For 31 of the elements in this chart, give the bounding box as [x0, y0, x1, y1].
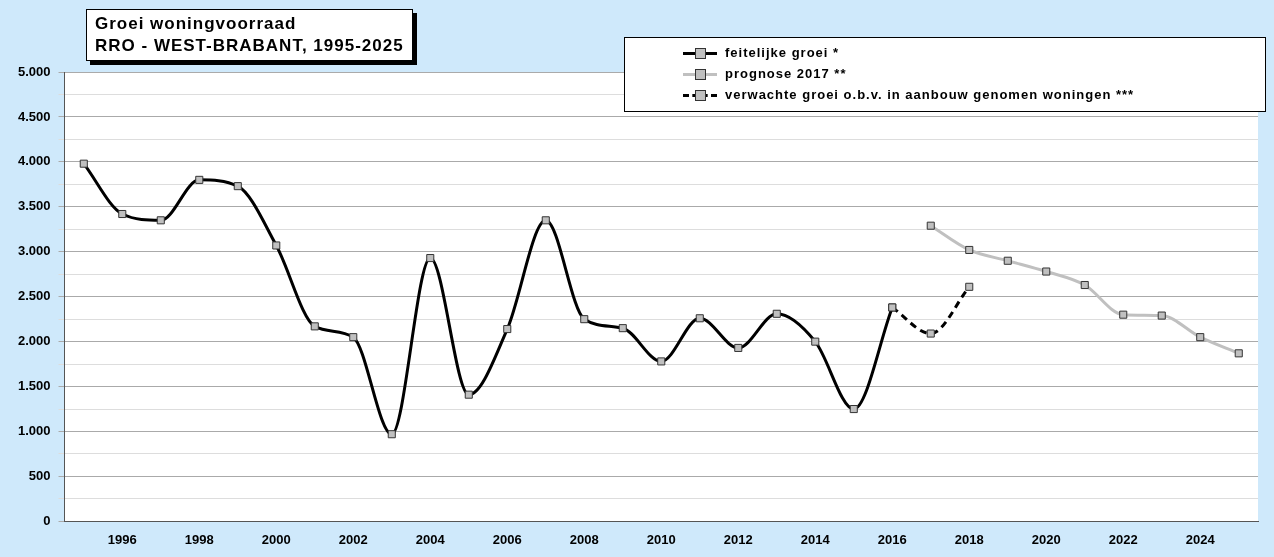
y-tick-label: 1.000 [17, 423, 51, 439]
chart-subtitle: RRO - WEST-BRABANT, 1995-2025 [95, 35, 404, 57]
x-tick-label: 2010 [646, 531, 676, 547]
x-tick-label: 1998 [184, 531, 214, 547]
y-tick-label: 3.000 [17, 243, 51, 259]
y-tick-label: 4.000 [17, 153, 51, 169]
chart-title: Groei woningvoorraad [95, 13, 298, 35]
x-tick-label: 2004 [415, 531, 446, 547]
y-tick-label: 2.000 [17, 333, 51, 349]
x-tick-label: 1996 [107, 531, 137, 547]
x-tick-label: 2020 [1031, 531, 1061, 547]
legend-label: feitelijke groei * [725, 45, 840, 60]
x-tick-label: 2000 [261, 531, 291, 547]
y-tick-label: 5.000 [17, 63, 51, 79]
x-tick-label: 2022 [1108, 531, 1138, 547]
y-tick-label: 0 [43, 512, 51, 528]
y-tick-label: 1.500 [17, 378, 51, 394]
y-tick-label: 4.500 [17, 108, 51, 124]
legend-label: prognose 2017 ** [725, 66, 847, 81]
x-tick-label: 2016 [877, 531, 907, 547]
x-tick-label: 2024 [1185, 531, 1216, 547]
x-tick-label: 2008 [569, 531, 599, 547]
x-tick-label: 2002 [338, 531, 368, 547]
x-tick-label: 2012 [723, 531, 753, 547]
x-tick-label: 2018 [954, 531, 984, 547]
y-tick-label: 500 [28, 468, 51, 484]
y-tick-label: 2.500 [17, 288, 51, 304]
x-tick-label: 2006 [492, 531, 522, 547]
x-tick-label: 2014 [800, 531, 831, 547]
y-tick-label: 3.500 [17, 198, 51, 214]
legend-label: verwachte groei o.b.v. in aanbouw genomen woningen *** [725, 87, 1135, 102]
